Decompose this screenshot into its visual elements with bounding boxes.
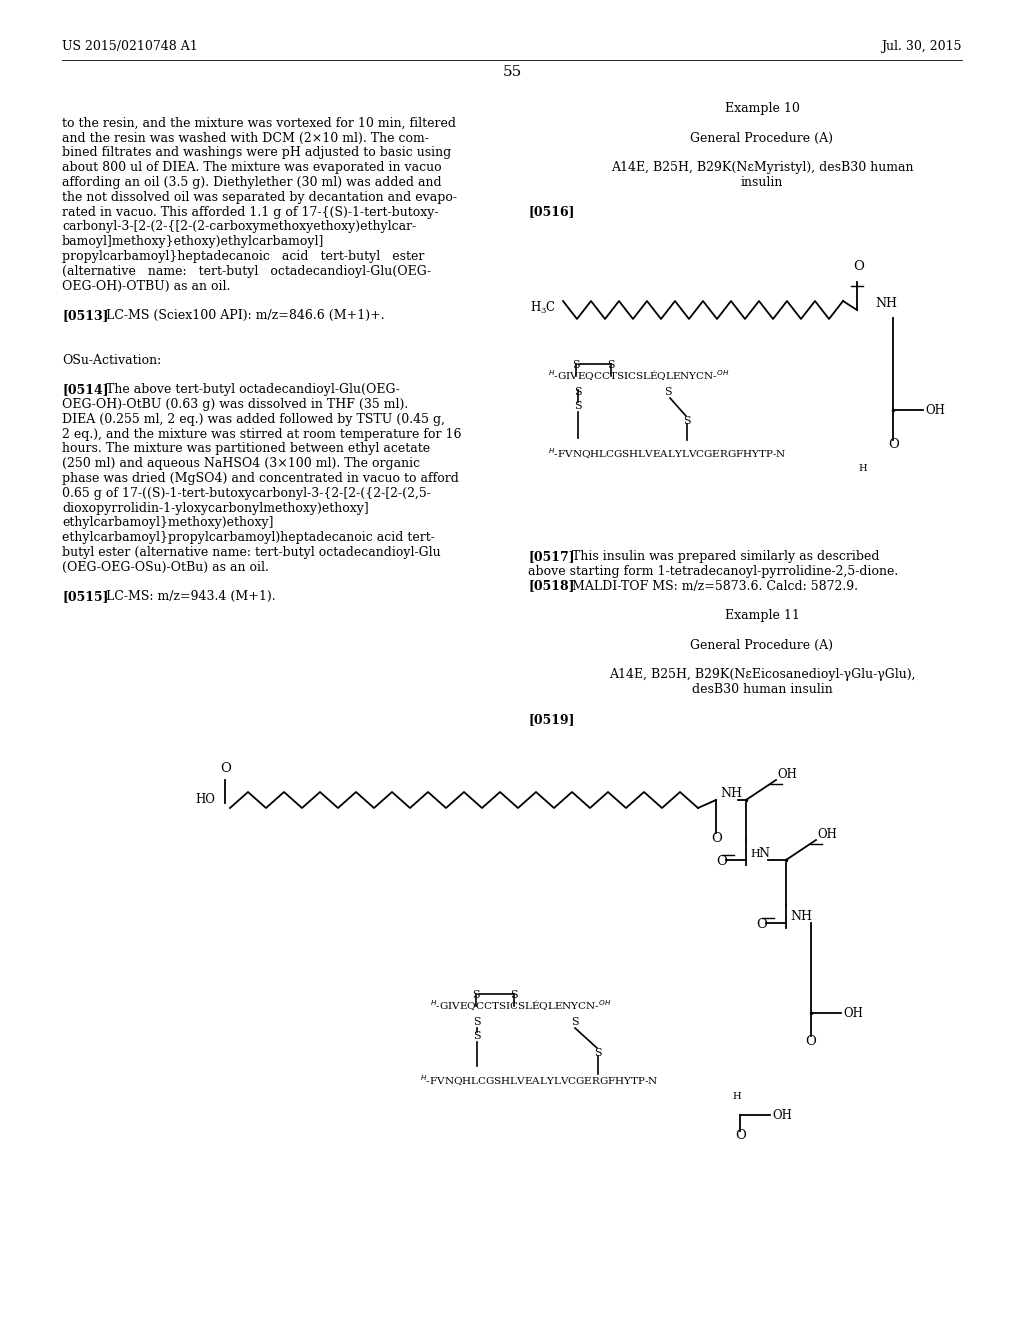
Text: N: N [758,847,769,861]
Text: [0515]: [0515] [62,590,109,603]
Text: 0.65 g of 17-((S)-1-tert-butoxycarbonyl-3-{2-[2-({2-[2-(2,5-: 0.65 g of 17-((S)-1-tert-butoxycarbonyl-… [62,487,431,500]
Text: S: S [473,1031,480,1041]
Text: S: S [472,990,479,1001]
Text: O: O [888,438,899,451]
Text: bamoyl]methoxy}ethoxy)ethylcarbamoyl]: bamoyl]methoxy}ethoxy)ethylcarbamoyl] [62,235,325,248]
Text: US 2015/0210748 A1: US 2015/0210748 A1 [62,40,198,53]
Text: and the resin was washed with DCM (2×10 ml). The com-: and the resin was washed with DCM (2×10 … [62,132,429,145]
Text: OH: OH [777,768,797,781]
Text: General Procedure (A): General Procedure (A) [690,639,834,652]
Text: 2 eq.), and the mixture was stirred at room temperature for 16: 2 eq.), and the mixture was stirred at r… [62,428,462,441]
Text: HO: HO [195,793,215,807]
Text: O: O [716,855,727,869]
Text: O: O [756,917,767,931]
Text: carbonyl-3-[2-(2-{[2-(2-carboxymethoxyethoxy)ethylcar-: carbonyl-3-[2-(2-{[2-(2-carboxymethoxyet… [62,220,416,234]
Text: O: O [805,1035,816,1048]
Text: desB30 human insulin: desB30 human insulin [691,684,833,696]
Text: S: S [683,416,690,426]
Text: H: H [750,849,760,859]
Text: S: S [510,990,517,1001]
Text: OEG-OH)-OtBU (0.63 g) was dissolved in THF (35 ml).: OEG-OH)-OtBU (0.63 g) was dissolved in T… [62,399,409,411]
Text: to the resin, and the mixture was vortexed for 10 min, filtered: to the resin, and the mixture was vortex… [62,116,456,129]
Text: This insulin was prepared similarly as described: This insulin was prepared similarly as d… [560,550,880,564]
Text: O: O [711,832,722,845]
Text: Example 10: Example 10 [725,102,800,115]
Text: S: S [594,1048,602,1059]
Text: butyl ester (alternative name: tert-butyl octadecandioyl-Glu: butyl ester (alternative name: tert-buty… [62,546,440,558]
Text: affording an oil (3.5 g). Diethylether (30 ml) was added and: affording an oil (3.5 g). Diethylether (… [62,176,441,189]
Text: A14E, B25H, B29K(NεMyristyl), desB30 human: A14E, B25H, B29K(NεMyristyl), desB30 hum… [610,161,913,174]
Text: OH: OH [925,404,945,417]
Text: OEG-OH)-OTBU) as an oil.: OEG-OH)-OTBU) as an oil. [62,280,230,293]
Text: OH: OH [817,828,837,841]
Text: about 800 ul of DIEA. The mixture was evaporated in vacuo: about 800 ul of DIEA. The mixture was ev… [62,161,441,174]
Text: [0513]: [0513] [62,309,109,322]
Text: S: S [574,401,582,411]
Text: The above tert-butyl octadecandioyl-Glu(OEG-: The above tert-butyl octadecandioyl-Glu(… [94,383,400,396]
Text: DIEA (0.255 ml, 2 eq.) was added followed by TSTU (0.45 g,: DIEA (0.255 ml, 2 eq.) was added followe… [62,413,445,426]
Text: (250 ml) and aqueous NaHSO4 (3×100 ml). The organic: (250 ml) and aqueous NaHSO4 (3×100 ml). … [62,457,420,470]
Text: Example 11: Example 11 [725,610,800,622]
Text: the not dissolved oil was separated by decantation and evapo-: the not dissolved oil was separated by d… [62,191,457,203]
Text: phase was dried (MgSO4) and concentrated in vacuo to afford: phase was dried (MgSO4) and concentrated… [62,473,459,484]
Text: S: S [473,1016,480,1027]
Text: S: S [572,360,580,370]
Text: hours. The mixture was partitioned between ethyl acetate: hours. The mixture was partitioned betwe… [62,442,430,455]
Text: [0516]: [0516] [528,206,574,219]
Text: H: H [858,465,866,473]
Text: H: H [732,1092,740,1101]
Text: [0518]: [0518] [528,579,574,593]
Text: LC-MS (Sciex100 API): m/z=846.6 (M+1)+.: LC-MS (Sciex100 API): m/z=846.6 (M+1)+. [94,309,385,322]
Text: A14E, B25H, B29K(NεEicosanedioyl-γGlu-γGlu),: A14E, B25H, B29K(NεEicosanedioyl-γGlu-γG… [608,668,915,681]
Text: O: O [853,260,864,273]
Text: OH: OH [772,1109,792,1122]
Text: ethylcarbamoyl}propylcarbamoyl)heptadecanoic acid tert-: ethylcarbamoyl}propylcarbamoyl)heptadeca… [62,531,435,544]
Text: propylcarbamoyl}heptadecanoic   acid   tert-butyl   ester: propylcarbamoyl}heptadecanoic acid tert-… [62,249,424,263]
Text: $^{H}$-FVNQHLCGSHLVEALYLVCGERGFHYTP-N: $^{H}$-FVNQHLCGSHLVEALYLVCGERGFHYTP-N [420,1073,658,1088]
Text: (OEG-OEG-OSu)-OtBu) as an oil.: (OEG-OEG-OSu)-OtBu) as an oil. [62,561,269,574]
Text: O: O [220,762,230,775]
Text: $\mathregular{H_3C}$: $\mathregular{H_3C}$ [530,300,556,315]
Text: insulin: insulin [740,176,783,189]
Text: S: S [607,360,614,370]
Text: OSu-Activation:: OSu-Activation: [62,354,161,367]
Text: [0514]: [0514] [62,383,109,396]
Text: S: S [571,1016,579,1027]
Text: ethylcarbamoyl}methoxy)ethoxy]: ethylcarbamoyl}methoxy)ethoxy] [62,516,273,529]
Text: General Procedure (A): General Procedure (A) [690,132,834,145]
Text: [0517]: [0517] [528,550,574,564]
Text: (alternative   name:   tert-butyl   octadecandioyl-Glu(OEG-: (alternative name: tert-butyl octadecand… [62,265,431,277]
Text: $^{H}$-FVNQHLCGSHLVEALYLVCGERGFHYTP-N: $^{H}$-FVNQHLCGSHLVEALYLVCGERGFHYTP-N [548,446,786,461]
Text: bined filtrates and washings were pH adjusted to basic using: bined filtrates and washings were pH adj… [62,147,452,160]
Text: rated in vacuo. This afforded 1.1 g of 17-{(S)-1-tert-butoxy-: rated in vacuo. This afforded 1.1 g of 1… [62,206,438,219]
Text: $^{H}$-GIVEQCCTSICSLÉQLENYCN-$^{OH}$: $^{H}$-GIVEQCCTSICSLÉQLENYCN-$^{OH}$ [548,368,729,383]
Text: [0519]: [0519] [528,713,574,726]
Text: NH: NH [874,297,897,310]
Text: OH: OH [843,1007,863,1020]
Text: NH: NH [790,909,812,923]
Text: 55: 55 [503,65,521,79]
Text: $^{H}$-GIVEQCCTSICSLÉQLENYCN-$^{OH}$: $^{H}$-GIVEQCCTSICSLÉQLENYCN-$^{OH}$ [430,998,611,1012]
Text: dioxopyrrolidin-1-yloxycarbonylmethoxy)ethoxy]: dioxopyrrolidin-1-yloxycarbonylmethoxy)e… [62,502,369,515]
Text: LC-MS: m/z=943.4 (M+1).: LC-MS: m/z=943.4 (M+1). [94,590,275,603]
Text: S: S [574,387,582,397]
Text: above starting form 1-tetradecanoyl-pyrrolidine-2,5-dione.: above starting form 1-tetradecanoyl-pyrr… [528,565,898,578]
Text: Jul. 30, 2015: Jul. 30, 2015 [882,40,962,53]
Text: MALDI-TOF MS: m/z=5873.6. Calcd: 5872.9.: MALDI-TOF MS: m/z=5873.6. Calcd: 5872.9. [560,579,858,593]
Text: S: S [664,387,672,397]
Text: NH: NH [720,787,742,800]
Text: O: O [735,1129,745,1142]
